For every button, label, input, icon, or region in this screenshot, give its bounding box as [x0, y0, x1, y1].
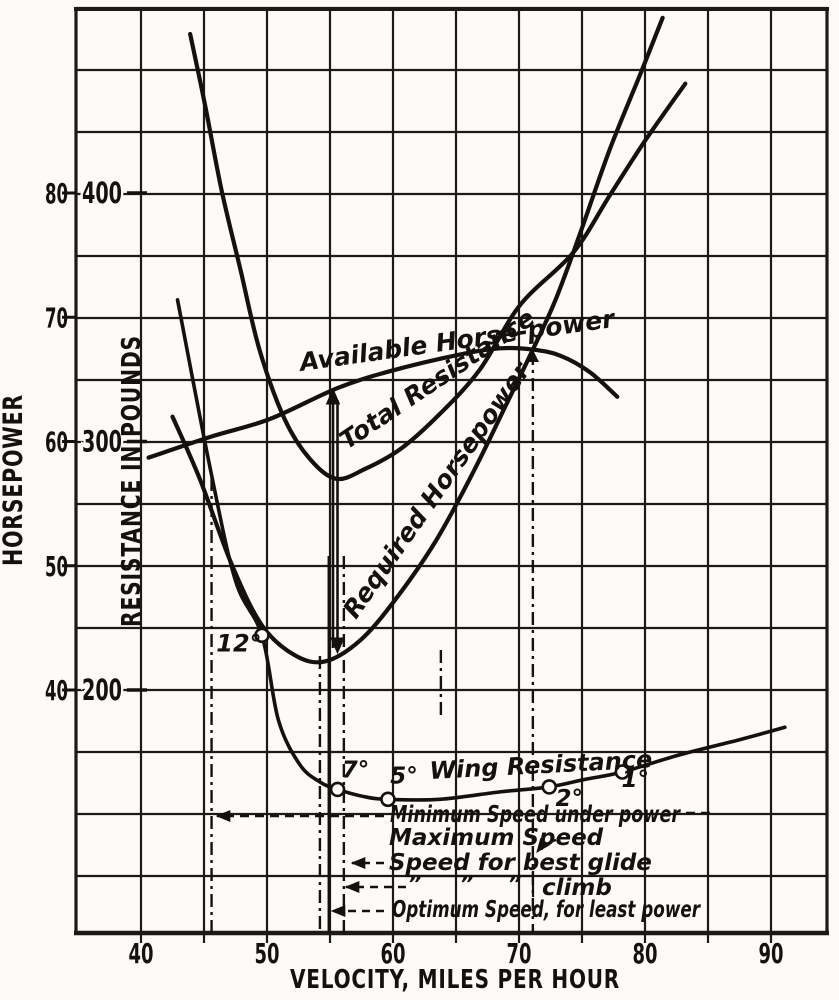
down-arrowhead-icon: [330, 637, 345, 655]
x-tick-label: 90: [759, 937, 784, 970]
lbs-tick-label: 300: [82, 425, 122, 459]
ditto-mark: ”: [408, 872, 422, 896]
x-axis-labels: 40 50 60 70 80 90: [129, 937, 784, 970]
x-tick-label: 40: [129, 937, 154, 970]
angle-markers: [254, 627, 631, 808]
angle-marker-2deg: [541, 779, 558, 795]
angle-marker-12deg: [254, 627, 270, 644]
best-climb-label: climb: [542, 875, 612, 901]
speed-reference-lines: [210, 350, 539, 933]
lbs-axis-title: RESISTANCE IN POUNDS: [117, 335, 147, 627]
power-margin-arrows: [325, 387, 345, 655]
x-axis-title: VELOCITY, MILES PER HOUR: [290, 965, 620, 995]
x-tick-label: 80: [633, 937, 658, 970]
x-tick-label: 50: [255, 937, 280, 970]
max-speed-label: Maximum Speed: [389, 825, 604, 851]
lbs-tick-label: 200: [82, 673, 122, 707]
hp-axis-labels: 40 50 60 70 80: [45, 177, 76, 707]
x-tick-label: 70: [507, 937, 532, 970]
angle-label-2deg: 2°: [555, 786, 583, 812]
hp-tick-label: 70: [45, 301, 68, 334]
ditto-mark: ”: [460, 872, 474, 896]
ditto-mark: ”: [508, 872, 522, 896]
hp-tick-label: 50: [45, 550, 68, 583]
hp-tick-label: 40: [45, 674, 68, 707]
angle-marker-7deg: [329, 781, 346, 798]
curve-required-hp: [170, 15, 665, 665]
lbs-axis-labels: 200 300 400: [79, 173, 147, 711]
angle-label-7deg: 7°: [342, 757, 370, 783]
lbs-tick-label: 400: [82, 176, 122, 210]
hp-tick-label: 80: [45, 177, 68, 210]
angle-marker-5deg: [380, 791, 396, 808]
grid: [74, 6, 829, 943]
hp-tick-label: 60: [45, 426, 68, 459]
best-glide-label: Speed for best glide: [389, 850, 652, 876]
hp-axis-title: HORSEPOWER: [0, 394, 29, 566]
angle-label-5deg: 5°: [390, 763, 418, 789]
angle-label-12deg: 12°: [216, 629, 261, 657]
curve-total-resistance: [188, 31, 688, 482]
optimum-speed-label: Optimum Speed, for least power: [392, 897, 701, 923]
angle-marker-1deg: [614, 764, 631, 780]
callout-arrows: [215, 810, 716, 917]
curve-available-hp: [146, 345, 620, 460]
angle-label-1deg: 1°: [622, 767, 650, 793]
max-speed-arrow: [536, 837, 557, 854]
min-speed-label: Minimum Speed under power: [390, 802, 681, 828]
x-tick-label: 60: [381, 937, 406, 970]
